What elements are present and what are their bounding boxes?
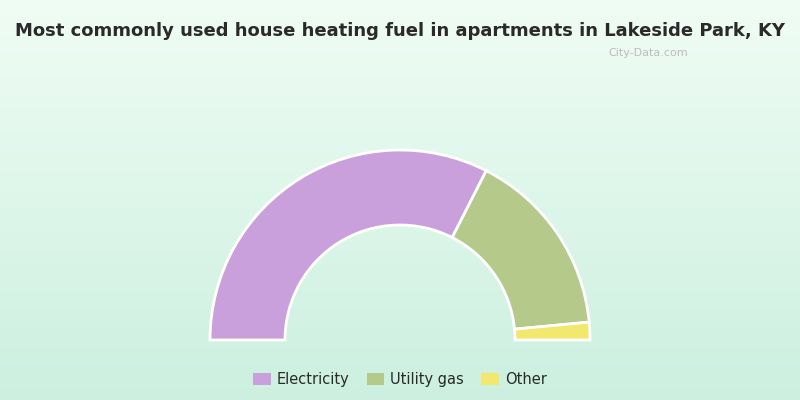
Legend: Electricity, Utility gas, Other: Electricity, Utility gas, Other <box>247 366 553 393</box>
Wedge shape <box>514 322 590 340</box>
Wedge shape <box>210 150 486 340</box>
Wedge shape <box>452 171 589 329</box>
Text: Most commonly used house heating fuel in apartments in Lakeside Park, KY: Most commonly used house heating fuel in… <box>15 22 785 40</box>
Text: City-Data.com: City-Data.com <box>608 48 688 58</box>
